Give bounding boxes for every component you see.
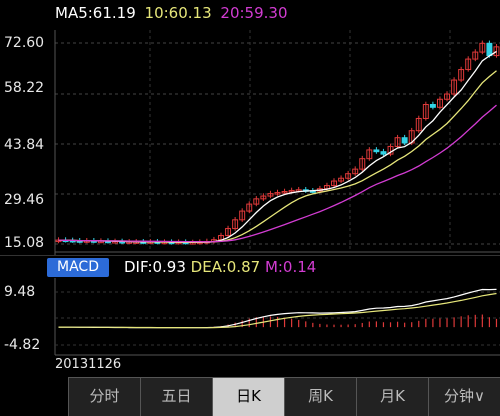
ma-legend: MA5:61.19 10:60.13 20:59.30 xyxy=(55,4,292,22)
candle-body xyxy=(345,173,352,179)
candle-body xyxy=(444,93,450,100)
ma5-line xyxy=(58,50,497,244)
candle-body xyxy=(246,203,253,212)
ma20-value: 20:59.30 xyxy=(220,4,288,22)
candle-body xyxy=(380,151,387,155)
candle-body xyxy=(415,117,422,132)
candle-body xyxy=(288,189,295,193)
ma10-value: 10:60.13 xyxy=(144,4,212,22)
candle-body xyxy=(436,98,443,108)
macd-tick-low: -4.82 xyxy=(4,337,41,353)
candle-body xyxy=(253,198,260,205)
macd-tick-high: 9.48 xyxy=(4,284,36,300)
candle-body xyxy=(422,104,429,119)
candle-body xyxy=(359,158,366,170)
candle-body xyxy=(401,137,408,144)
dea-value: DEA:0.87 xyxy=(190,258,261,276)
candle-body xyxy=(338,177,345,182)
tab-minute[interactable]: 分钟∨ xyxy=(428,378,500,416)
tab-monthly-k[interactable]: 月K xyxy=(356,378,428,416)
price-tick-4: 29.46 xyxy=(4,192,45,208)
candle-body xyxy=(274,192,281,195)
price-tick-3: 43.84 xyxy=(4,137,45,153)
candle-body xyxy=(331,180,337,187)
moving-averages xyxy=(58,50,497,244)
candle-body xyxy=(479,42,486,53)
candle-body xyxy=(260,195,267,200)
price-tick-2: 58.22 xyxy=(4,80,45,96)
candle-body xyxy=(232,219,239,230)
candle-body xyxy=(429,104,436,108)
candle-body xyxy=(281,191,288,194)
candle-body xyxy=(373,149,380,153)
candle-body xyxy=(486,42,493,57)
price-tick-1: 72.60 xyxy=(4,35,45,51)
candle-body xyxy=(239,210,246,221)
grid-lines xyxy=(54,30,500,356)
candle-body xyxy=(352,168,359,175)
date-label: 20131126 xyxy=(55,357,122,372)
ma10-line xyxy=(58,70,497,243)
dif-value: DIF:0.93 xyxy=(124,258,186,276)
candle-body xyxy=(267,193,274,197)
dea-line xyxy=(58,292,497,329)
price-tick-5: 15.08 xyxy=(4,235,45,251)
macd-button[interactable]: MACD xyxy=(47,258,109,277)
macd-chart xyxy=(58,288,498,329)
ma20-line xyxy=(58,104,497,243)
period-tabs: 分时 五日 日K 周K 月K 分钟∨ xyxy=(68,377,500,416)
candle-body xyxy=(465,58,472,71)
tab-weekly-k[interactable]: 周K xyxy=(284,378,356,416)
candle-body xyxy=(493,46,500,57)
tab-five-day[interactable]: 五日 xyxy=(140,378,212,416)
ma5-value: MA5:61.19 xyxy=(55,4,136,22)
macd-header: MACD DIF:0.93 DEA:0.87 M:0.14 xyxy=(0,255,500,278)
candle-body xyxy=(451,79,458,95)
m-value: M:0.14 xyxy=(264,258,317,276)
macd-values: DIF:0.93 DEA:0.87 M:0.14 xyxy=(124,256,316,278)
tab-intraday[interactable]: 分时 xyxy=(68,378,140,416)
candle-body xyxy=(225,228,232,237)
candles xyxy=(55,40,500,245)
candle-body xyxy=(472,51,479,60)
tab-daily-k[interactable]: 日K xyxy=(212,378,284,416)
candle-body xyxy=(458,69,465,81)
candle-body xyxy=(366,149,373,160)
candle-body xyxy=(394,137,401,147)
